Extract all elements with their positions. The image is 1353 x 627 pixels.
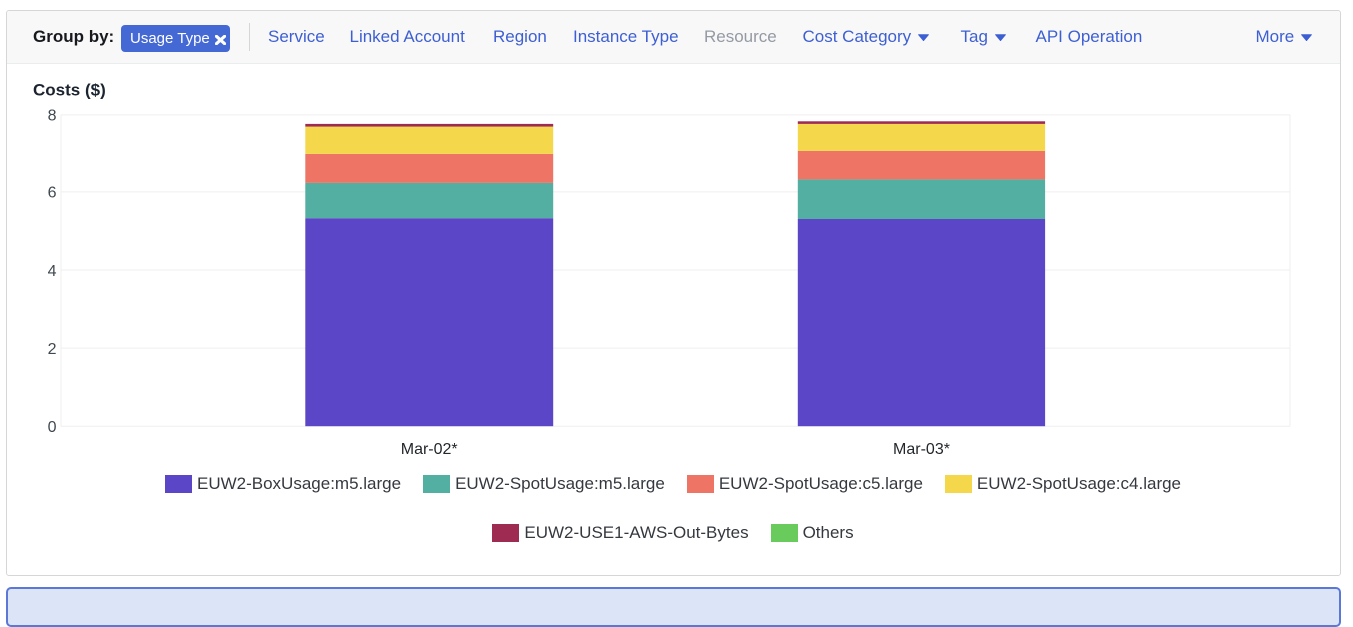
svg-text:0: 0 bbox=[48, 419, 57, 436]
svg-text:2: 2 bbox=[48, 341, 57, 358]
svg-text:8: 8 bbox=[48, 108, 57, 125]
svg-text:4: 4 bbox=[48, 263, 57, 280]
svg-text:Costs ($): Costs ($) bbox=[33, 81, 106, 100]
svg-text:6: 6 bbox=[48, 185, 57, 202]
svg-text:Mar-02*: Mar-02* bbox=[401, 441, 458, 458]
svg-text:Mar-03*: Mar-03* bbox=[893, 441, 950, 458]
